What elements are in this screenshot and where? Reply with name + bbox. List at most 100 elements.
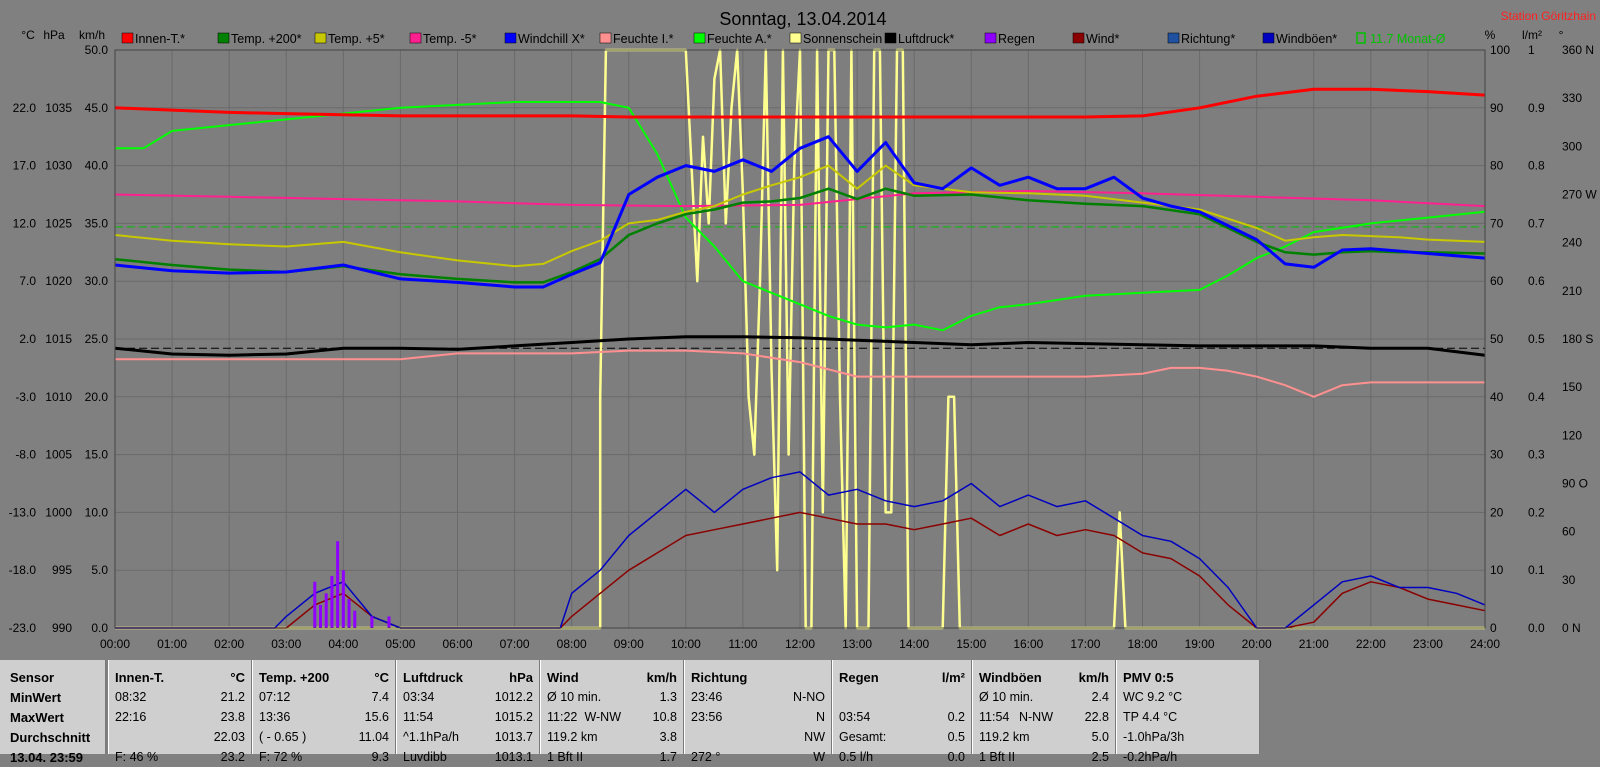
x-tick-label: 15:00 <box>956 637 986 651</box>
y-tick-temp: 7.0 <box>19 274 36 288</box>
panel-cell-l: 22:16 <box>115 710 147 724</box>
legend-label: Innen-T.* <box>135 32 185 46</box>
panel-cell-l: 11:54 <box>979 710 1010 724</box>
stats-panel: PMV 0:5 WC 9.2 °C TP 4.4 °C -1.0hPa/3h -0.2h… <box>1116 660 1260 764</box>
stats-panel: Luftdruck hPa 03:34 1012.2 11:54 1015.2 ^1.1hP… <box>396 660 540 764</box>
panel-header-label: Windböen <box>979 670 1042 685</box>
y-tick-temp: -8.0 <box>15 448 36 462</box>
stats-panel: Regen l/m² 03:54 0.2 Gesamt: 0.5 0.5 l/h 0.0 <box>832 660 972 764</box>
x-tick-label: 09:00 <box>614 637 644 651</box>
panel-row: Luvdibb 1013.1 <box>397 748 539 767</box>
y-tick-direction: 120 <box>1562 428 1582 442</box>
panel-cell-l: TP 4.4 °C <box>1123 710 1178 724</box>
y-tick-press: 1035 <box>45 101 72 115</box>
table-row-labels: Sensor MinWert MaxWert Durchschnitt 13.0… <box>0 660 106 765</box>
x-tick-label: 22:00 <box>1356 637 1386 651</box>
x-tick-label: 07:00 <box>500 637 530 651</box>
x-tick-label: 02:00 <box>214 637 244 651</box>
y-tick-pct: 40 <box>1490 390 1504 404</box>
x-tick-label: 04:00 <box>328 637 358 651</box>
series-line-temp-200 <box>114 187 1486 284</box>
stats-panel: Windböen km/h Ø 10 min. 2.4 11:54 N-NW 22.8 119… <box>972 660 1116 764</box>
x-tick-label: 20:00 <box>1242 637 1272 651</box>
panel-header-unit: km/h <box>1078 670 1109 685</box>
panel-cell-l: Gesamt: <box>839 730 887 744</box>
panel-cell-r: 1015.2 <box>494 710 533 724</box>
unit-kmh: km/h <box>79 28 105 42</box>
legend-label: Windchill X* <box>518 32 585 46</box>
y-tick-press: 995 <box>52 563 72 577</box>
legend-swatch <box>693 32 706 44</box>
panel-row: NW <box>685 728 831 747</box>
panel-row: -1.0hPa/3h <box>1117 728 1259 747</box>
panel-header-label: Richtung <box>691 670 748 685</box>
y-tick-rain: 0.9 <box>1528 101 1545 115</box>
panel-row: F: 46 % 23.2 <box>109 748 251 767</box>
panel-row: 119.2 km 5.0 <box>973 728 1115 747</box>
panel-row: 22.03 <box>109 728 251 747</box>
y-tick-press: 990 <box>52 621 72 635</box>
y-tick-rain: 0.2 <box>1528 505 1545 519</box>
panel-row: ^1.1hPa/h 1013.7 <box>397 728 539 747</box>
legend-swatch <box>984 32 997 44</box>
y-tick-direction: 0 N <box>1562 621 1581 635</box>
panel-header: Regen l/m² <box>833 668 971 687</box>
panel-cell-r: 21.2 <box>220 690 245 704</box>
legend-swatch <box>121 32 134 44</box>
stats-panel: Wind km/h Ø 10 min. 1.3 11:22 W-NW 10.8 119.2 k… <box>540 660 684 764</box>
legend: Innen-T.* Temp. +200* Temp. +5* Temp. -5* Wi… <box>121 32 1446 46</box>
panel-cell-l: 0.5 l/h <box>839 750 874 764</box>
panel-header-unit: °C <box>374 670 389 685</box>
panel-cell-l: Luvdibb <box>403 750 447 764</box>
axes-layer: 00:00 01:00 02:00 03:00 04:00 05:00 06:00 07:00… <box>9 43 1598 651</box>
x-tick-label: 23:00 <box>1413 637 1443 651</box>
y-tick-press: 1025 <box>45 216 72 230</box>
y-tick-direction: 90 O <box>1562 477 1588 491</box>
panel-row: 03:54 0.2 <box>833 708 971 727</box>
y-tick-direction: 30 <box>1562 573 1576 587</box>
unit-percent: % <box>1485 28 1496 42</box>
y-tick-direction: 210 <box>1562 284 1582 298</box>
panel-cell-r: 10.8 <box>652 710 677 724</box>
y-tick-direction: 240 <box>1562 236 1582 250</box>
y-tick-rain: 1 <box>1528 43 1535 57</box>
panel-cell-l: ( - 0.65 ) <box>259 730 307 744</box>
panel-cell-l: 11:54 <box>403 710 434 724</box>
y-tick-kmh: 20.0 <box>85 390 109 404</box>
y-tick-direction: 150 <box>1562 380 1582 394</box>
unit-celsius: °C <box>21 28 35 42</box>
y-tick-rain: 0.8 <box>1528 159 1545 173</box>
y-tick-pct: 90 <box>1490 101 1504 115</box>
series-line-temp-5 <box>114 190 1486 208</box>
panel-row: F: 72 % 9.3 <box>253 748 395 767</box>
panel-cell-r: 5.0 <box>1091 730 1109 744</box>
panel-cell-l: 08:32 <box>115 690 147 704</box>
x-tick-label: 12:00 <box>785 637 815 651</box>
x-tick-label: 03:00 <box>271 637 301 651</box>
panel-cell-l: 03:54 <box>839 710 871 724</box>
legend-label: Windböen* <box>1276 32 1337 46</box>
y-tick-pct: 30 <box>1490 448 1504 462</box>
y-tick-rain: 0.0 <box>1528 621 1545 635</box>
y-tick-press: 1015 <box>45 332 72 346</box>
legend-swatch <box>314 32 327 44</box>
unit-degree: ° <box>1559 28 1564 42</box>
panel-cell-l: 119.2 km <box>979 730 1030 744</box>
legend-swatch <box>504 32 517 44</box>
panel-cell-r: W <box>813 750 825 764</box>
stats-panel: Innen-T. °C 08:32 21.2 22:16 23.8 22.03 F: 46 %… <box>108 660 252 764</box>
legend-label: Luftdruck* <box>898 32 954 46</box>
panel-header-label: Innen-T. <box>115 670 165 685</box>
panel-cell-r: 1.3 <box>659 690 677 704</box>
panel-cell-l: 23:46 <box>691 690 723 704</box>
legend-label: Temp. +5* <box>328 32 385 46</box>
y-tick-pct: 0 <box>1490 621 1497 635</box>
panel-cell-r: 0.5 <box>947 730 965 744</box>
panel-cell-r: 3.8 <box>659 730 677 744</box>
label-maxwert: MaxWert <box>10 710 64 725</box>
legend-label: Regen <box>998 32 1035 46</box>
series-line-temp-5 <box>114 164 1486 268</box>
panel-cell-r: 23.8 <box>220 710 245 724</box>
legend-label: Sonnenschein <box>803 32 882 46</box>
panel-cell-l: Ø 10 min. <box>547 690 602 704</box>
